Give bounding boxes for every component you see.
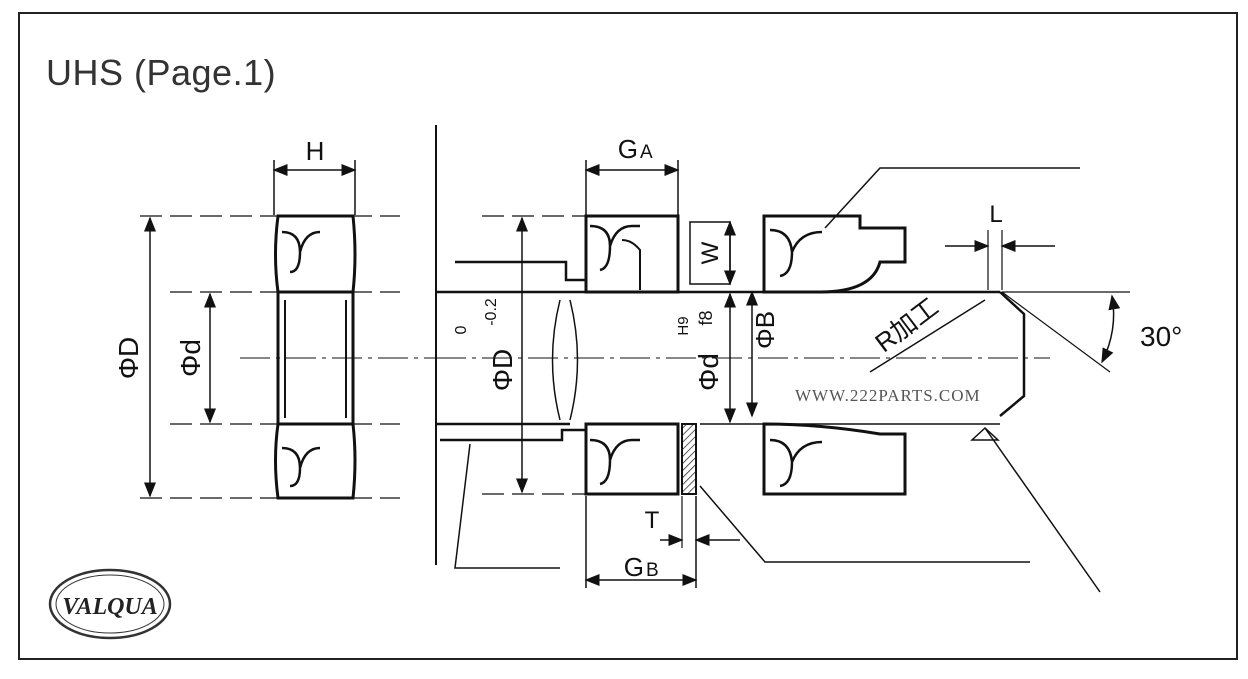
label-phi-d-housing: ΦD [487,349,518,392]
label-w: W [697,241,724,264]
assembly-view [435,125,1130,593]
valqua-logo: VALQUA [48,568,172,640]
label-t: T [645,507,660,534]
label-ga-g: G [618,134,638,164]
label-angle: 30° [1140,321,1182,352]
label-fit-hole: H9 [675,316,692,335]
label-l: L [989,201,1002,228]
label-phi-d-rod: Φd [693,353,724,391]
page-title: UHS (Page.1) [46,52,277,93]
label-phi-d-outer: ΦD [113,337,144,380]
label-tol-upper: 0 [453,325,470,334]
label-tol-lower: -0.2 [483,298,500,326]
label-h: H [306,136,325,166]
watermark: WWW.222PARTS.COM [795,386,981,405]
label-gb-sub: B [646,560,659,581]
label-fit-shaft: f8 [696,310,716,325]
drawing-frame [18,12,1238,660]
label-gb-g: G [624,552,644,582]
label-phi-d-inner: Φd [175,339,206,377]
label-r-machining: R加工 [869,292,944,359]
label-ga-sub: A [640,142,653,163]
logo-text: VALQUA [62,594,158,620]
label-phi-b: ΦB [750,311,780,349]
seal-ring-view [140,160,440,500]
